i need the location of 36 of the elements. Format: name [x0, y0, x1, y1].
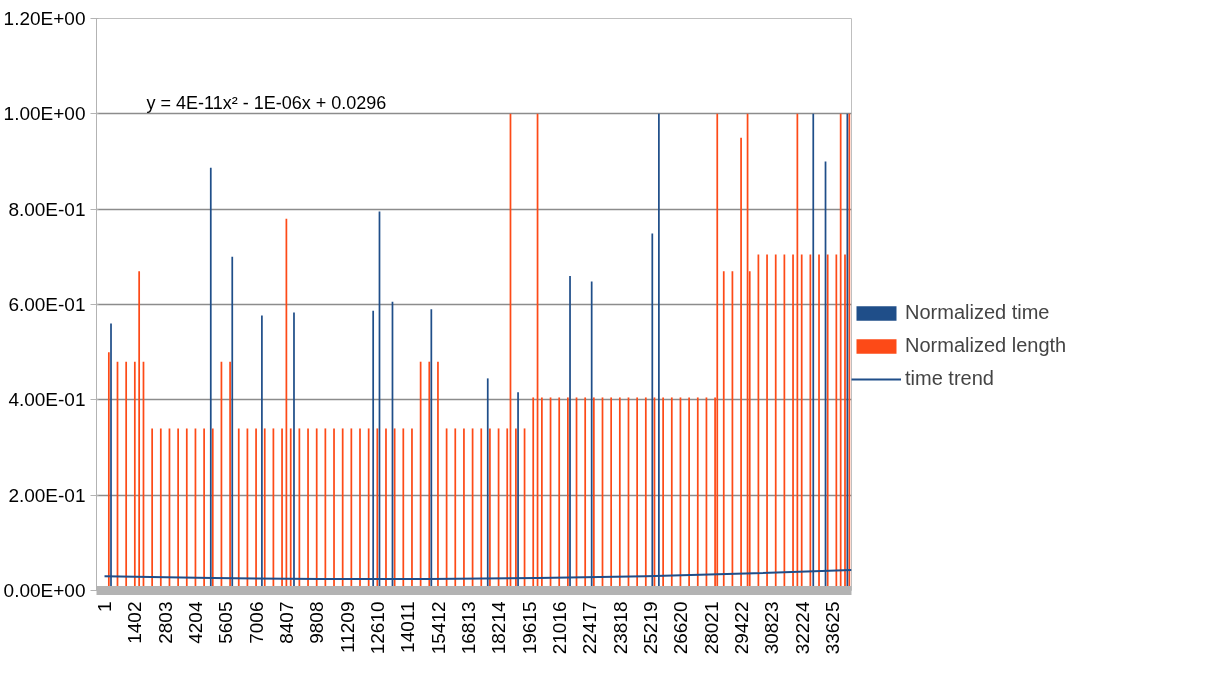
x-tick-label: 7006 [245, 601, 267, 644]
x-tick-label: 19615 [518, 601, 540, 655]
x-tick-label: 9808 [306, 601, 328, 644]
y-tick-label: 0.00E+00 [3, 580, 86, 601]
x-tick-label: 15412 [427, 601, 449, 655]
legend-label: Normalized length [905, 334, 1067, 357]
x-tick-label: 2803 [154, 601, 176, 644]
x-tick-label: 1 [94, 601, 116, 613]
x-tick-label: 33625 [822, 601, 844, 655]
y-tick-label: 1.20E+00 [3, 8, 86, 29]
x-tick-label: 16813 [458, 601, 480, 655]
y-tick-label: 8.00E-01 [8, 198, 86, 220]
x-tick-label: 8407 [276, 601, 298, 644]
x-tick-label: 4204 [185, 601, 207, 644]
x-tick-label: 23818 [609, 601, 631, 655]
x-tick-label: 14011 [397, 601, 419, 653]
x-tick-label: 25219 [640, 601, 662, 655]
x-tick-label: 26620 [670, 601, 692, 655]
x-tick-label: 30823 [761, 601, 783, 655]
x-tick-label: 22417 [579, 601, 601, 655]
legend-label: time trend [905, 367, 994, 390]
y-tick-label: 2.00E-01 [8, 484, 86, 506]
legend-label: Normalized time [905, 301, 1050, 324]
x-tick-label: 5605 [215, 601, 237, 644]
x-tick-label: 12610 [367, 601, 389, 655]
y-tick-label: 6.00E-01 [8, 294, 86, 315]
x-tick-label: 1402 [124, 601, 146, 644]
y-tick-label: 4.00E-01 [8, 389, 86, 411]
y-tick-label: 1.00E+00 [3, 103, 86, 125]
x-tick-label: 28021 [700, 601, 722, 655]
x-tick-label: 29422 [731, 601, 753, 655]
x-tick-label: 18214 [488, 601, 510, 655]
x-tick-label: 21016 [549, 601, 571, 655]
x-tick-label: 32224 [791, 601, 813, 655]
x-tick-label: 11209 [336, 601, 358, 653]
annotation: y = 4E-11x² - 1E-06x + 0.0296 [146, 92, 387, 113]
